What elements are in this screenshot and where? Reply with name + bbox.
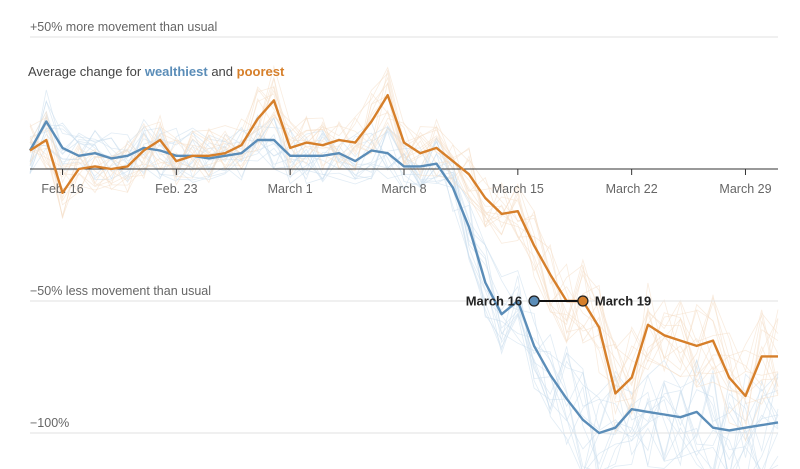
background-lines xyxy=(29,64,779,469)
annotation-marker xyxy=(528,295,540,307)
gridlines: +50% more movement than usual −50% less m… xyxy=(30,20,778,434)
y-gridline-label: +50% more movement than usual xyxy=(30,20,217,34)
annotation-label: March 16 xyxy=(466,294,522,309)
annotations: March 16 March 19 xyxy=(466,294,652,309)
y-gridline-label: −100% xyxy=(30,416,69,430)
background-line xyxy=(29,64,779,399)
x-tick-label: March 29 xyxy=(719,182,771,196)
chart-subtitle: Average change for wealthiest and poores… xyxy=(28,64,285,79)
subtitle-and: and xyxy=(208,64,237,79)
background-line xyxy=(29,126,779,458)
background-line xyxy=(29,88,779,416)
background-line xyxy=(29,82,779,415)
background-line xyxy=(29,86,779,393)
background-line xyxy=(29,72,779,389)
series-layer xyxy=(28,93,779,435)
x-tick-label: March 8 xyxy=(381,182,426,196)
annotation-label: March 19 xyxy=(595,294,651,309)
x-tick-label: March 1 xyxy=(268,182,313,196)
x-axis: Feb. 16 Feb. 23 March 1 March 8 March 15 Marc… xyxy=(30,168,778,196)
x-tick-label: March 15 xyxy=(492,182,544,196)
background-line xyxy=(29,78,779,425)
subtitle-poorest: poorest xyxy=(237,64,285,79)
background-line xyxy=(29,69,779,401)
subtitle-wealthiest: wealthiest xyxy=(144,64,209,79)
subtitle-prefix: Average change for xyxy=(28,64,145,79)
y-gridline-label: −50% less movement than usual xyxy=(30,284,211,298)
background-line xyxy=(29,76,779,431)
background-line xyxy=(29,66,779,414)
x-tick-label: Feb. 23 xyxy=(155,182,197,196)
background-line xyxy=(29,85,779,396)
x-tick-label: March 22 xyxy=(606,182,658,196)
annotation-marker xyxy=(577,295,589,307)
